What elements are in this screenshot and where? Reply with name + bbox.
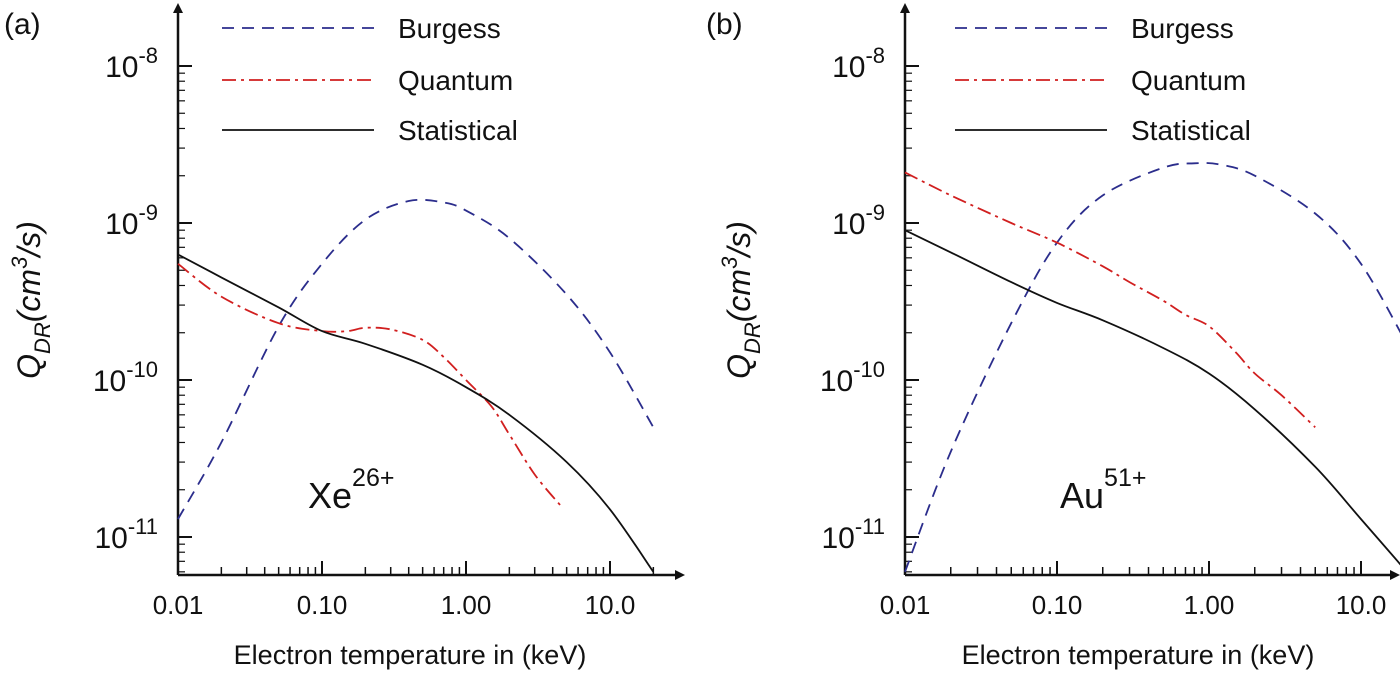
svg-text:QDR(cm3/s): QDR(cm3/s) [717,221,765,379]
legend-label-quantum: Quantum [1131,65,1246,96]
svg-text:Au51+: Au51+ [1060,464,1146,516]
y-tick-label: 10-8 [832,43,885,84]
series-statistical-line [904,229,1400,566]
x-axis-label: Electron temperature in (keV) [962,640,1315,670]
x-ticks: 0.01 0.10 1.00 10.0 [153,561,655,620]
legend-label-statistical: Statistical [398,115,518,146]
panel-a: (a) QDR(cm3/s) Electron temperature in (… [4,3,685,670]
y-tick-label: 10-10 [820,357,885,398]
series-lines [177,198,655,573]
series-quantum-line [177,263,561,506]
x-tick-label: 0.01 [880,590,931,620]
series-quantum-line [904,171,1316,428]
series-burgess-line [904,162,1400,573]
x-tick-label: 0.01 [153,590,204,620]
series-statistical-line [177,253,655,573]
panel-b: (b) QDR(cm3/s) Electron temperature in (… [706,3,1400,670]
x-tick-label: 10.0 [1336,590,1387,620]
series-annotation: Xe26+ [308,464,394,516]
x-tick-label: 1.00 [1184,590,1235,620]
series-annotation: Au51+ [1060,464,1146,516]
panel-label: (b) [706,8,743,41]
legend-label-quantum: Quantum [398,65,513,96]
legend-label-burgess: Burgess [398,13,501,44]
legend-label-burgess: Burgess [1131,13,1234,44]
x-tick-label: 0.10 [297,590,348,620]
y-tick-label: 10-11 [94,514,158,555]
svg-text:QDR(cm3/s): QDR(cm3/s) [7,221,55,379]
y-tick-label: 10-9 [832,200,885,241]
x-ticks: 0.01 0.10 1.00 10.0 [880,561,1387,620]
y-axis-label: QDR(cm3/s) [717,221,765,379]
y-tick-label: 10-8 [105,43,158,84]
legend: Burgess Quantum Statistical [222,13,518,146]
x-tick-label: 0.10 [1032,590,1083,620]
legend-label-statistical: Statistical [1131,115,1251,146]
series-lines [904,162,1400,573]
y-tick-label: 10-11 [821,514,885,555]
series-burgess-line [177,198,655,520]
x-tick-label: 10.0 [585,590,636,620]
y-ticks: 10-11 10-10 10-9 10-8 [93,43,192,573]
y-ticks: 10-11 10-10 10-9 10-8 [820,43,919,573]
svg-text:Xe26+: Xe26+ [308,464,394,516]
y-tick-label: 10-9 [105,200,158,241]
y-tick-label: 10-10 [93,357,158,398]
y-axis-label: QDR(cm3/s) [7,221,55,379]
legend: Burgess Quantum Statistical [955,13,1251,146]
x-tick-label: 1.00 [441,590,492,620]
panel-label: (a) [4,8,41,41]
axes [900,3,1400,580]
x-axis-label: Electron temperature in (keV) [234,640,587,670]
